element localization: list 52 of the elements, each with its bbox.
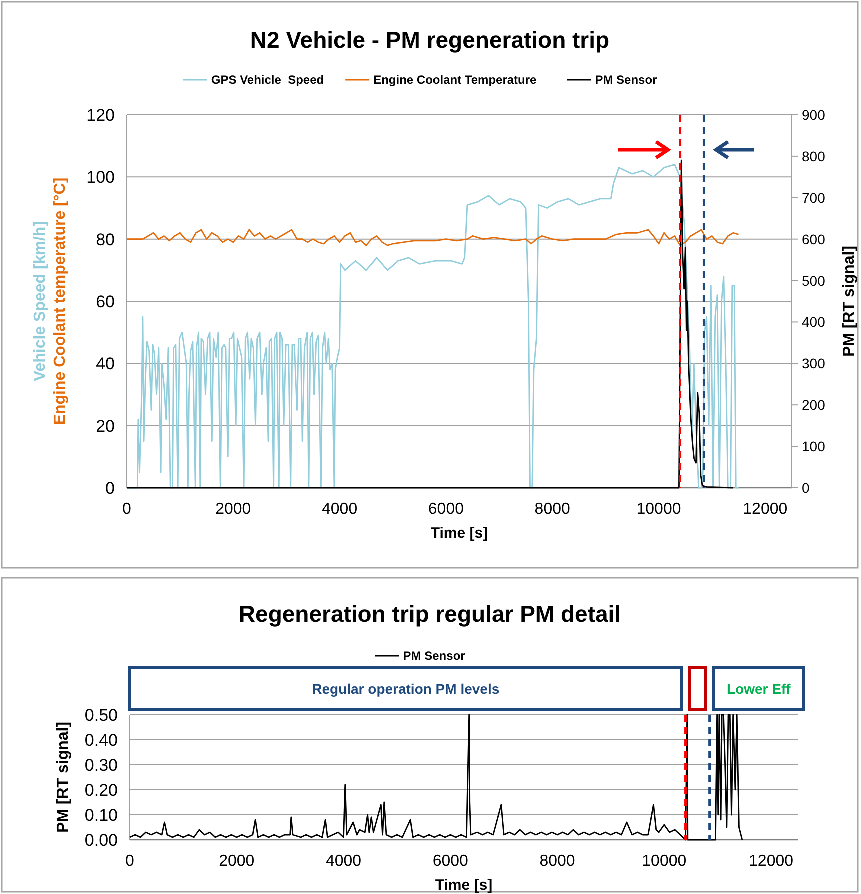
- y-axis-title: PM [RT signal]: [55, 722, 72, 834]
- x-tick-label: 10000: [636, 501, 682, 518]
- y2-tick-label: 300: [802, 356, 826, 372]
- y2-tick-label: 0: [802, 480, 810, 496]
- legend-label: PM Sensor: [403, 649, 466, 663]
- y-tick-label: 120: [86, 106, 115, 125]
- legend-label: Engine Coolant Temperature: [374, 73, 538, 87]
- x-tick-label: 8000: [540, 853, 576, 870]
- y2-tick-label: 600: [802, 231, 826, 248]
- y2-tick-label: 800: [802, 148, 826, 164]
- line-series: [129, 714, 744, 841]
- y-tick-label: 0.00: [84, 831, 118, 850]
- x-tick-label: 4000: [322, 501, 358, 518]
- legend-label: PM Sensor: [595, 73, 658, 87]
- x-tick-label: 6000: [428, 501, 464, 518]
- y2-tick-label: 400: [802, 314, 826, 330]
- y-tick-label: 100: [86, 168, 115, 188]
- x-tick-label: 12000: [743, 501, 788, 518]
- y-tick-label: 80: [96, 230, 115, 250]
- y-tick-label: 0.50: [84, 706, 118, 725]
- line-series: [126, 229, 740, 246]
- x-tick-label: 0: [126, 853, 135, 870]
- x-axis-title: Time [s]: [430, 525, 488, 542]
- legend-label: GPS Vehicle_Speed: [211, 73, 324, 87]
- y2-tick-label: 500: [802, 272, 826, 289]
- y-tick-label: 60: [96, 292, 115, 312]
- y-tick-label: 20: [96, 416, 115, 436]
- text: Regular operation PM levels: [312, 681, 500, 697]
- y-axis-title: Vehicle Speed [km/h] Engine Coolant temperature [°C]: [32, 178, 69, 426]
- y2-tick-label: 200: [802, 397, 826, 414]
- x-axis-title: Time [s]: [435, 877, 493, 894]
- chart-title: N2 Vehicle - PM regeneration trip: [250, 27, 610, 53]
- x-tick-label: 2000: [219, 853, 255, 870]
- chart-title: Regeneration trip regular PM detail: [238, 601, 622, 627]
- x-tick-label: 4000: [326, 853, 362, 870]
- y-tick-label: 0.10: [84, 806, 118, 825]
- x-tick-label: 6000: [432, 853, 469, 870]
- x-tick-label: 10000: [642, 853, 687, 870]
- y-tick-label: 0.20: [84, 781, 118, 800]
- y-tick-label: 0.30: [84, 756, 118, 775]
- y2-axis-title: PM [RT signal]: [841, 246, 858, 358]
- text: Lower Eff: [727, 681, 792, 697]
- y-tick-label: 40: [96, 354, 115, 374]
- x-tick-label: 2000: [216, 501, 252, 518]
- y2-tick-label: 100: [802, 438, 826, 455]
- y-tick-label: 0: [106, 479, 115, 498]
- y-tick-label: 0.40: [84, 731, 118, 750]
- x-tick-label: 12000: [749, 853, 794, 870]
- x-tick-label: 0: [122, 501, 132, 518]
- x-tick-label: 8000: [534, 501, 570, 518]
- y2-tick-label: 700: [802, 190, 826, 206]
- y2-tick-label: 900: [802, 107, 826, 123]
